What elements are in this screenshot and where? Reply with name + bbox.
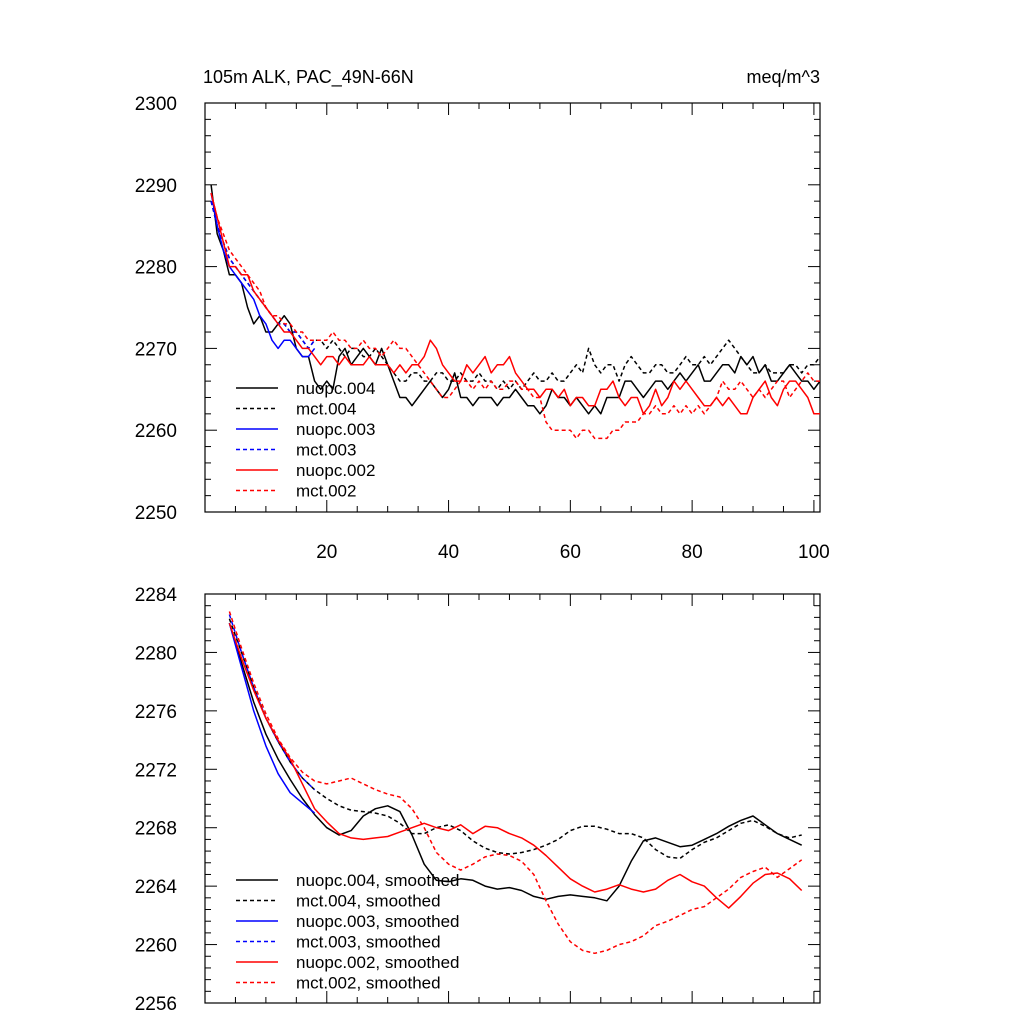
series-line-nuopc-003-smoothed [228, 623, 316, 814]
y-tick-label: 2264 [135, 877, 178, 898]
x-tick-label: 20 [316, 542, 337, 563]
x-tick-label: 60 [560, 542, 581, 563]
legend-label: mct.002, smoothed [296, 974, 441, 993]
y-tick-label: 2290 [135, 176, 177, 197]
legend-label: mct.004 [296, 400, 356, 419]
x-tick-label: 40 [438, 542, 459, 563]
plot-frame [204, 102, 821, 513]
series-line-nuopc-002 [210, 192, 820, 415]
series-line-nuopc-004 [210, 184, 820, 415]
legend-label: nuopc.004, smoothed [296, 871, 460, 890]
y-tick-label: 2280 [135, 643, 177, 664]
legend-label: nuopc.002 [296, 461, 375, 480]
y-tick-label: 2260 [135, 421, 177, 442]
chart-units: meq/m^3 [747, 67, 820, 87]
series-group [228, 611, 803, 955]
y-tick-label: 2268 [135, 819, 177, 840]
y-tick-label: 2280 [135, 258, 177, 279]
chart-panel-2: 2256 2260 2264 2268 2272 2276 2280 2284 nuopc.00… [135, 585, 821, 1015]
y-tick-label: 2300 [135, 94, 177, 115]
legend-label: mct.003, smoothed [296, 933, 441, 952]
y-tick-label: 2250 [135, 503, 177, 524]
chart-title: 105m ALK, PAC_49N-66N [203, 67, 414, 88]
y-tick-label: 2284 [135, 585, 178, 606]
series-line-mct-004-smoothed [228, 618, 802, 860]
legend-label: nuopc.003, smoothed [296, 912, 460, 931]
series-line-mct-003 [210, 201, 316, 350]
chart-panel-1: 2250 2260 2270 2280 2290 2300 20 40 60 80 100 105m … [135, 67, 830, 563]
series-line-nuopc-004-smoothed [228, 622, 803, 902]
series-line-nuopc-002-smoothed [228, 622, 803, 909]
y-tick-label: 2260 [135, 936, 177, 957]
legend-label: mct.002 [296, 482, 356, 501]
legend-label: mct.004, smoothed [296, 892, 441, 911]
y-tick-label: 2270 [135, 339, 177, 360]
series-line-mct-002 [210, 192, 820, 440]
legend-label: nuopc.004 [296, 379, 375, 398]
y-tick-label: 2272 [135, 760, 177, 781]
x-tick-label: 100 [798, 542, 830, 563]
series-line-mct-003-smoothed [228, 614, 316, 791]
x-tick-label: 80 [682, 542, 703, 563]
legend-label: nuopc.003 [296, 420, 375, 439]
legend-label: mct.003 [296, 441, 356, 460]
legend-label: nuopc.002, smoothed [296, 953, 460, 972]
series-group [210, 184, 820, 440]
y-tick-label: 2276 [135, 702, 177, 723]
series-line-mct-002-smoothed [228, 611, 803, 955]
plot-frame [204, 593, 821, 1004]
y-tick-label: 2256 [135, 994, 177, 1015]
